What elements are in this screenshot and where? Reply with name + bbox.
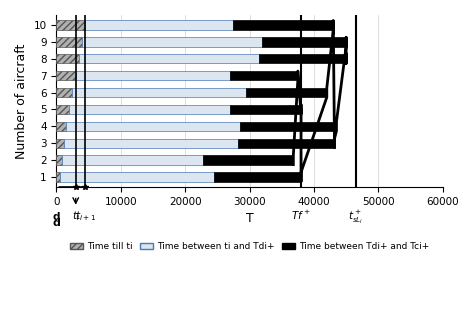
Bar — [56, 71, 76, 80]
Bar — [56, 21, 85, 30]
Bar — [64, 138, 238, 148]
Text: $t_{sL_i}^+$: $t_{sL_i}^+$ — [348, 209, 364, 226]
Text: $t_i$: $t_i$ — [72, 210, 80, 223]
Text: d: d — [53, 218, 60, 228]
Text: d: d — [53, 212, 60, 222]
Y-axis label: Number of aircraft: Number of aircraft — [15, 43, 28, 159]
Bar — [203, 155, 293, 165]
Bar — [56, 37, 82, 47]
Bar — [234, 21, 333, 30]
Text: $t_{i+1}$: $t_{i+1}$ — [75, 210, 96, 223]
Bar — [62, 155, 203, 165]
Bar — [69, 105, 230, 114]
Bar — [263, 37, 346, 47]
Bar — [56, 54, 79, 64]
Bar — [230, 71, 298, 80]
Bar — [56, 138, 64, 148]
Bar — [246, 88, 327, 97]
Bar — [73, 88, 246, 97]
Bar — [79, 54, 259, 64]
Bar — [56, 88, 73, 97]
Bar — [259, 54, 346, 64]
Bar — [85, 21, 234, 30]
Bar — [76, 71, 230, 80]
Legend: Time till ti, Time between ti and Tdi+, Time between Tdi+ and Tci+: Time till ti, Time between ti and Tdi+, … — [66, 239, 433, 255]
Bar — [230, 105, 301, 114]
Bar — [214, 172, 301, 181]
Bar — [56, 105, 69, 114]
Bar — [56, 172, 60, 181]
Bar — [82, 37, 263, 47]
Bar — [66, 122, 240, 131]
Bar — [240, 122, 337, 131]
Bar — [238, 138, 335, 148]
Bar — [56, 155, 62, 165]
Text: $Tf^+$: $Tf^+$ — [292, 209, 311, 222]
X-axis label: T: T — [246, 212, 254, 225]
Bar — [60, 172, 214, 181]
Bar — [56, 122, 66, 131]
